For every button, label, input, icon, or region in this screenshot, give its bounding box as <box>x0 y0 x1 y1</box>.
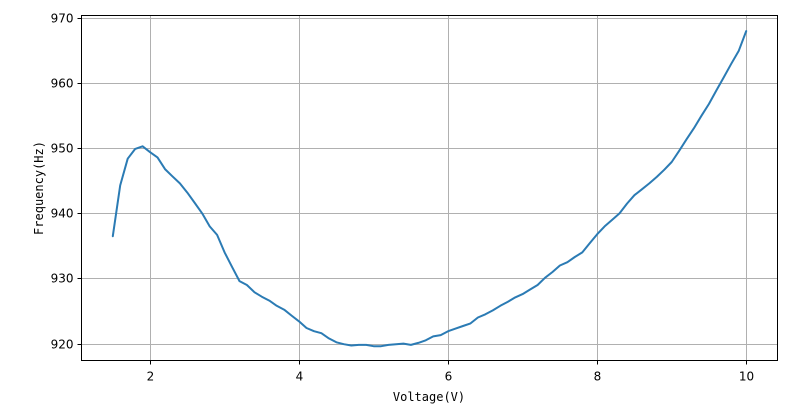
series-layer <box>111 30 748 348</box>
y-tick-label: 920 <box>51 338 74 352</box>
x-tick-label: 8 <box>594 370 602 384</box>
plot-frame <box>81 15 778 361</box>
y-axis-label: Frequency(Hz) <box>32 141 46 235</box>
x-axis-ticks: 2 4 6 8 10 <box>147 360 754 384</box>
y-tick-label: 960 <box>51 77 74 91</box>
grid <box>81 15 778 361</box>
series-line <box>111 30 748 348</box>
y-tick-label: 950 <box>51 142 74 156</box>
x-axis-label: Voltage(V) <box>393 390 465 404</box>
x-tick-label: 4 <box>296 370 304 384</box>
x-tick-label: 2 <box>147 370 155 384</box>
y-tick-label: 930 <box>51 272 74 286</box>
y-axis-ticks: 920 930 940 950 960 970 <box>51 12 82 352</box>
x-tick-label: 6 <box>445 370 453 384</box>
y-tick-label: 940 <box>51 207 74 221</box>
x-tick-label: 10 <box>739 370 754 384</box>
y-tick-label: 970 <box>51 12 74 26</box>
